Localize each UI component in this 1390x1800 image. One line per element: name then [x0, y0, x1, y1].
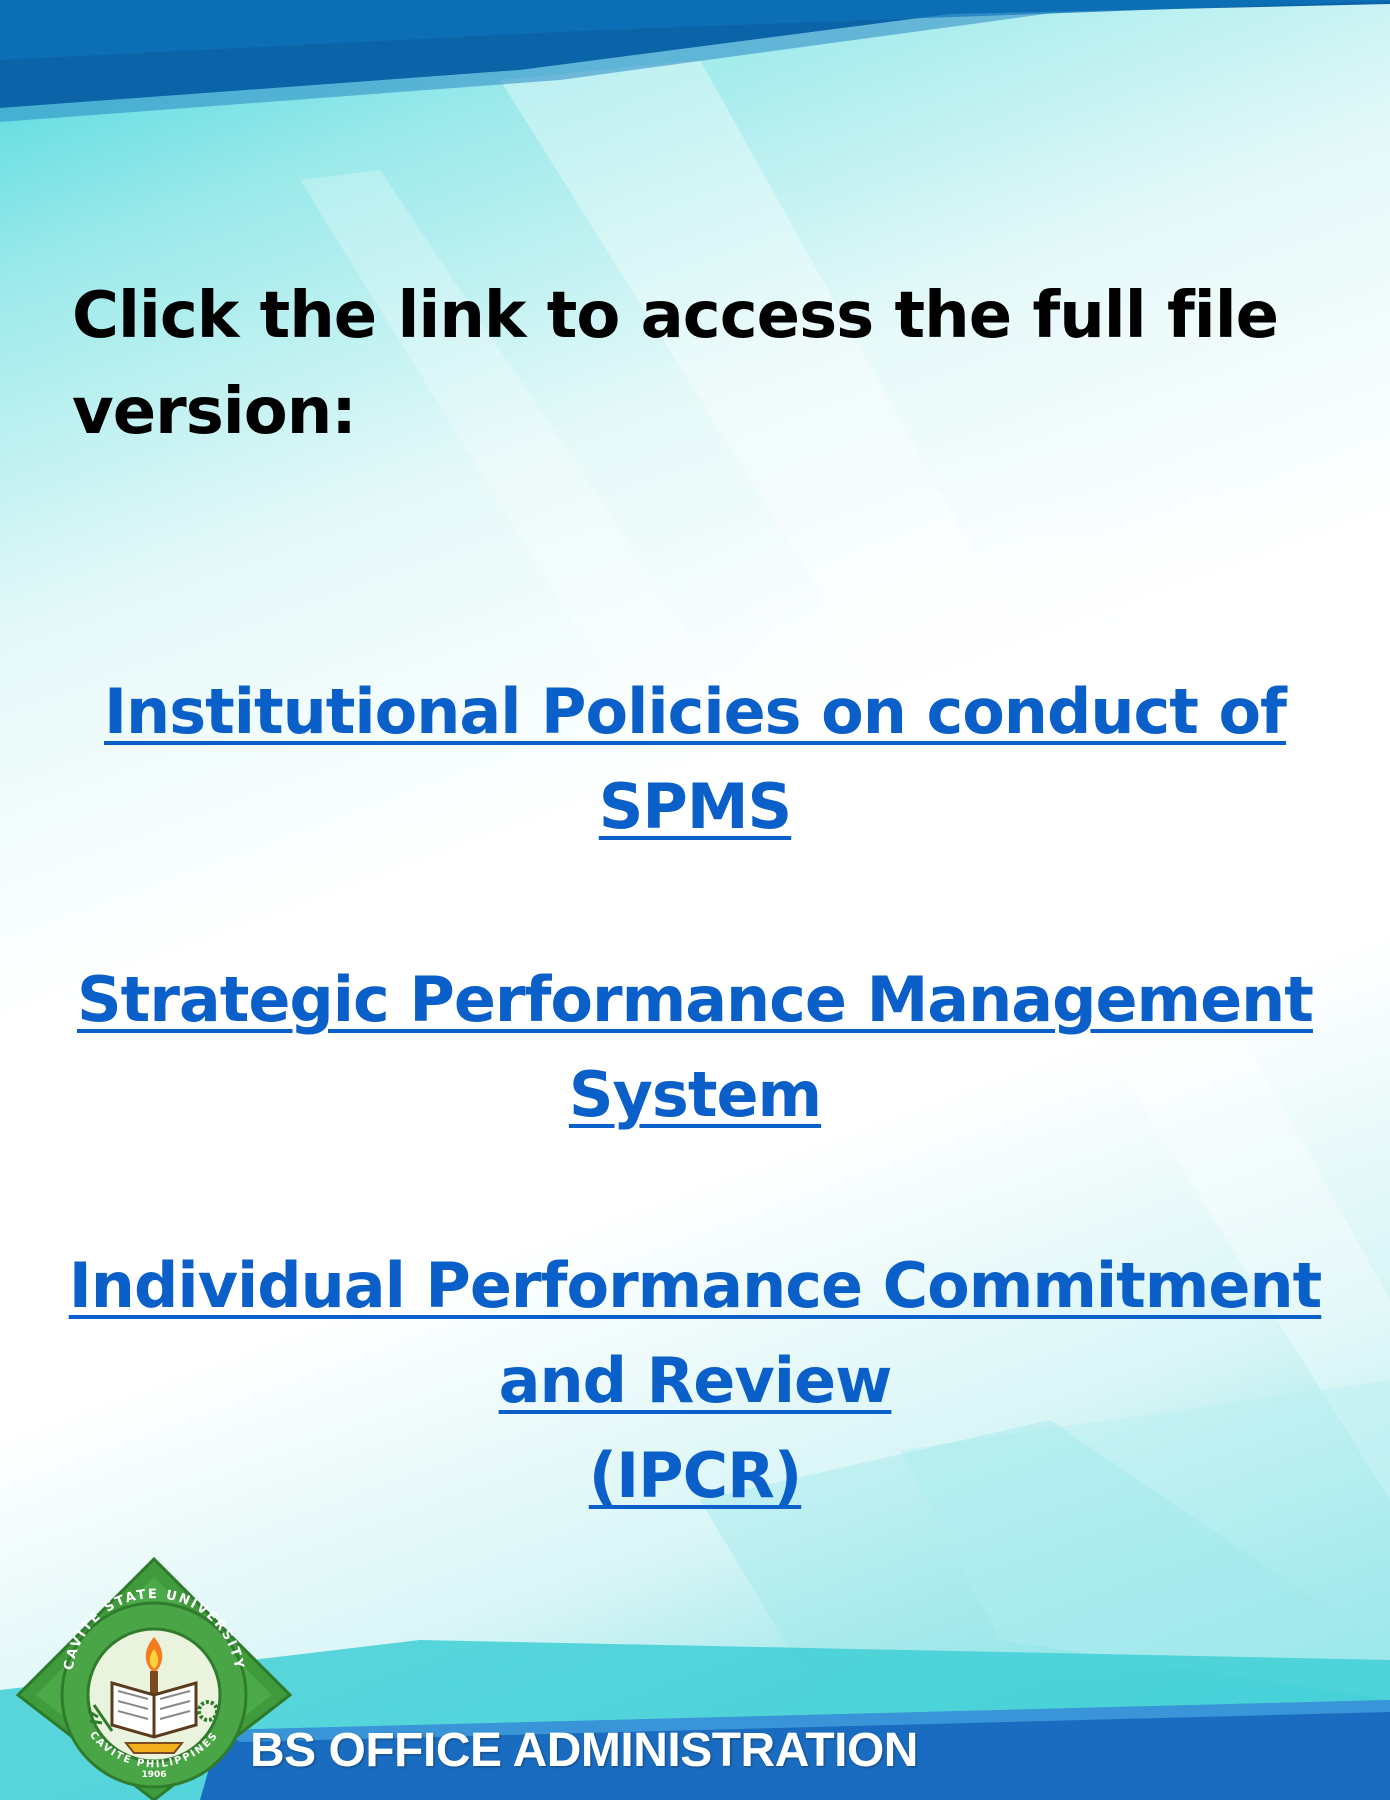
svg-text:1906: 1906	[141, 1770, 166, 1780]
link-line[interactable]: Individual Performance Commitment	[68, 1249, 1323, 1322]
link-line[interactable]: and Review	[498, 1344, 893, 1417]
link-institutional-policies-spms[interactable]: Institutional Policies on conduct of SPM…	[40, 664, 1350, 854]
university-seal-logo: CAVITE STATE UNIVERSITY CAVITE PHILIPPIN…	[15, 1556, 293, 1800]
link-line[interactable]: Institutional Policies on conduct of	[103, 675, 1287, 748]
link-line[interactable]: System	[568, 1058, 822, 1131]
link-line[interactable]: SPMS	[598, 770, 792, 843]
link-ipcr[interactable]: Individual Performance Commitment and Re…	[40, 1238, 1350, 1523]
instruction-text: Click the link to access the full file v…	[72, 279, 1279, 449]
program-title: BS OFFICE ADMINISTRATION	[250, 1724, 918, 1777]
link-line[interactable]: Strategic Performance Management	[77, 963, 1314, 1036]
link-strategic-performance-management-system[interactable]: Strategic Performance Management System	[40, 952, 1350, 1142]
link-line[interactable]: (IPCR)	[588, 1439, 802, 1512]
